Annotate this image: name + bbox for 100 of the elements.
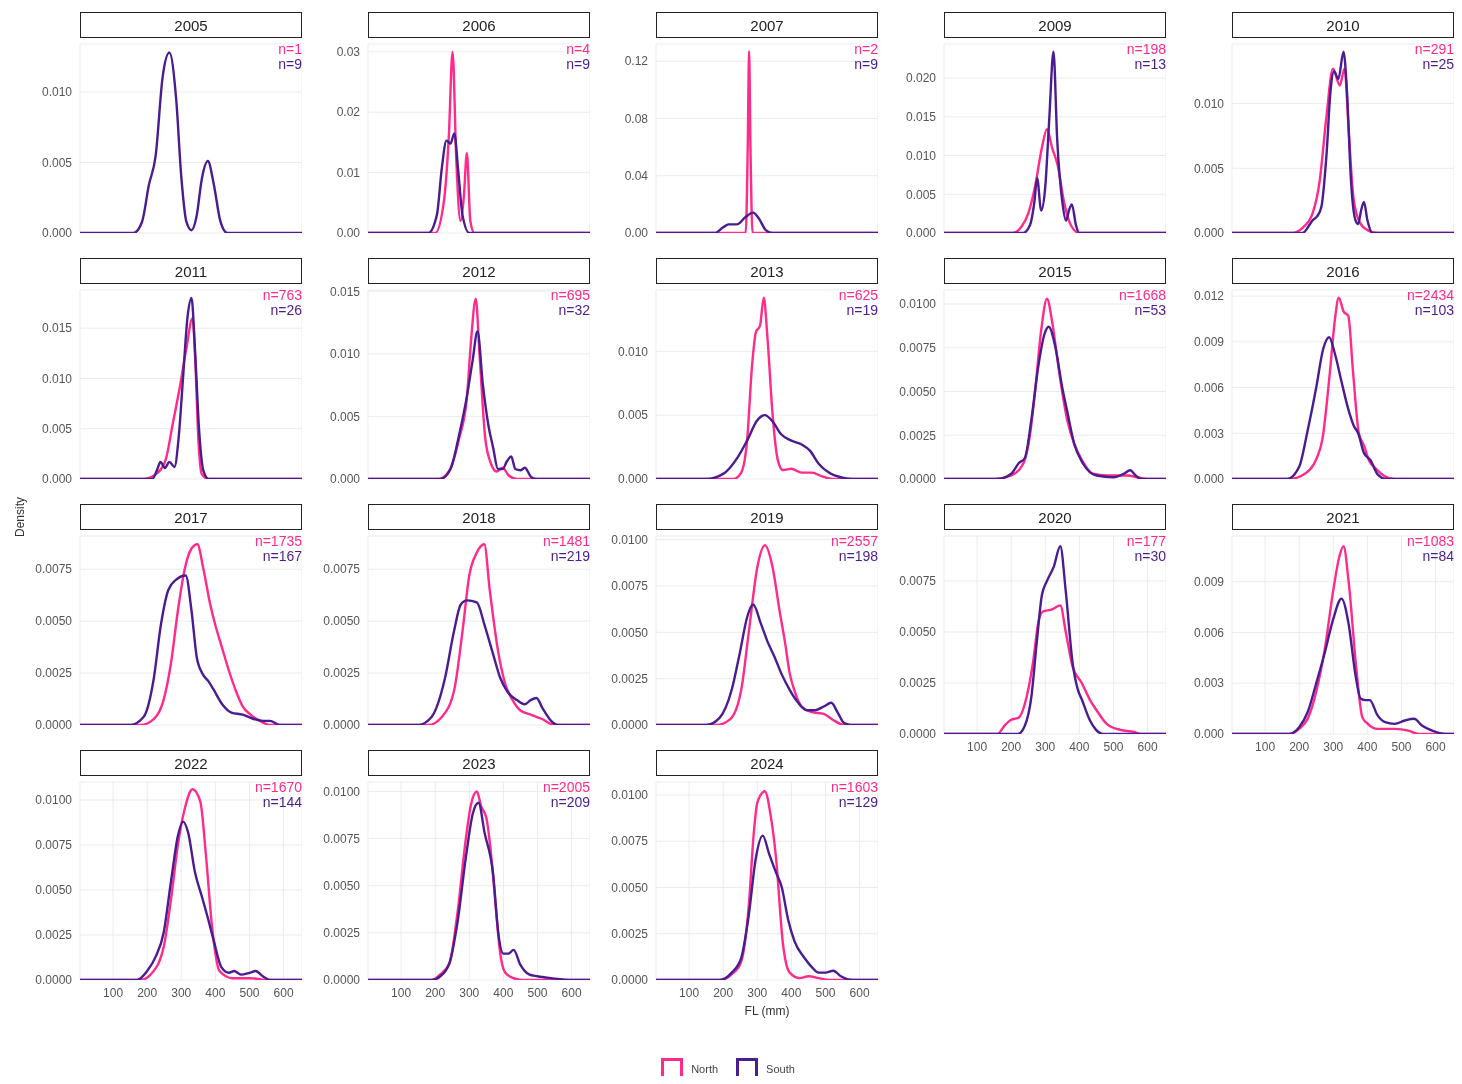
- y-tick-label: 0.010: [1193, 96, 1225, 111]
- y-tick-label: 0.000: [1193, 727, 1225, 742]
- chart-title: 2007: [656, 12, 878, 38]
- chart-title: 2011: [80, 258, 302, 284]
- y-tick-label: 0.015: [905, 110, 937, 125]
- annotation: n=1668: [1118, 287, 1166, 303]
- chart-title: 2022: [80, 750, 302, 776]
- y-tick-label: 0.000: [617, 472, 649, 487]
- x-tick-label: 300: [1035, 739, 1056, 754]
- chart-title: 2016: [1232, 258, 1454, 284]
- annotation: n=2434: [1406, 287, 1454, 303]
- chart-title: 2013: [656, 258, 878, 284]
- y-tick-label: 0.00: [624, 226, 649, 241]
- x-tick-label: 100: [967, 739, 988, 754]
- x-tick-label: 300: [459, 985, 480, 1000]
- annotation: n=1083: [1406, 533, 1454, 549]
- y-tick-label: 0.0000: [899, 472, 937, 487]
- y-tick-label: 0.0100: [611, 788, 649, 803]
- y-tick-label: 0.000: [1193, 472, 1225, 487]
- y-tick-label: 0.0050: [35, 883, 73, 898]
- y-tick-label: 0.009: [1193, 574, 1225, 589]
- chart-title: 2010: [1232, 12, 1454, 38]
- y-tick-label: 0.0050: [899, 625, 937, 640]
- chart-title: 2015: [944, 258, 1166, 284]
- annotation: n=1: [278, 41, 302, 57]
- annotation: n=625: [838, 287, 878, 303]
- y-tick-label: 0.0100: [899, 297, 937, 312]
- x-tick-label: 200: [1289, 739, 1310, 754]
- annotation: n=695: [550, 287, 590, 303]
- annotation: n=1735: [254, 533, 302, 549]
- y-tick-label: 0.0000: [323, 718, 361, 733]
- y-tick-label: 0.00: [336, 226, 361, 241]
- x-tick-label: 600: [561, 985, 582, 1000]
- y-tick-label: 0.0075: [35, 562, 73, 577]
- y-tick-label: 0.04: [624, 168, 649, 183]
- y-tick-label: 0.0000: [35, 718, 73, 733]
- y-tick-label: 0.0025: [323, 926, 361, 941]
- annotation: n=763: [262, 287, 302, 303]
- y-tick-label: 0.000: [905, 226, 937, 241]
- annotation: n=2: [854, 41, 878, 57]
- y-tick-label: 0.0050: [611, 625, 649, 640]
- y-tick-label: 0.0025: [611, 927, 649, 941]
- annotation: n=19: [845, 302, 878, 318]
- x-tick-label: 500: [527, 985, 548, 1000]
- y-tick-label: 0.010: [617, 344, 649, 359]
- x-tick-label: 400: [205, 985, 226, 1000]
- y-tick-label: 0.01: [336, 165, 361, 180]
- x-tick-label: 200: [137, 985, 158, 1000]
- annotation: n=32: [557, 302, 590, 318]
- y-tick-label: 0.005: [617, 408, 649, 423]
- x-tick-label: 600: [849, 985, 870, 1000]
- annotation: n=198: [1126, 41, 1166, 57]
- annotation: n=167: [261, 548, 302, 564]
- y-tick-label: 0.12: [624, 54, 649, 69]
- y-tick-label: 0.010: [329, 347, 361, 362]
- y-tick-label: 0.0000: [323, 973, 361, 988]
- chart-title: 2021: [1232, 504, 1454, 530]
- y-tick-label: 0.0025: [35, 928, 73, 943]
- y-tick-label: 0.0075: [899, 341, 937, 356]
- chart-title: 2005: [80, 12, 302, 38]
- annotation: n=219: [549, 548, 590, 564]
- x-tick-label: 500: [1103, 739, 1124, 754]
- y-tick-label: 0.0075: [899, 574, 937, 589]
- annotation: n=144: [261, 794, 302, 810]
- x-tick-label: 600: [1425, 739, 1446, 754]
- y-tick-label: 0.0025: [611, 671, 649, 686]
- y-tick-label: 0.0000: [611, 973, 649, 988]
- y-tick-label: 0.08: [624, 111, 649, 126]
- y-tick-label: 0.0050: [35, 614, 73, 629]
- chart-title: 2009: [944, 12, 1166, 38]
- x-tick-label: 400: [1069, 739, 1090, 754]
- y-tick-label: 0.006: [1193, 625, 1225, 640]
- y-tick-label: 0.0075: [323, 562, 361, 577]
- y-tick-label: 0.0100: [611, 532, 649, 547]
- y-tick-label: 0.0050: [323, 878, 361, 893]
- y-tick-label: 0.0100: [35, 793, 73, 808]
- y-tick-label: 0.009: [1193, 335, 1225, 350]
- x-tick-label: 500: [815, 985, 836, 1000]
- y-axis-title: Density: [13, 496, 27, 539]
- y-tick-label: 0.000: [329, 472, 361, 487]
- y-tick-label: 0.005: [905, 187, 937, 202]
- x-tick-label: 200: [713, 985, 734, 1000]
- annotation: n=2005: [542, 779, 590, 795]
- chart-title: 2019: [656, 504, 878, 530]
- x-tick-label: 100: [679, 985, 700, 1000]
- annotation: n=1481: [542, 533, 590, 549]
- y-tick-label: 0.02: [336, 105, 361, 120]
- y-tick-label: 0.0100: [323, 784, 361, 799]
- x-tick-label: 500: [1391, 739, 1412, 754]
- chart-title: 2024: [656, 750, 878, 776]
- y-tick-label: 0.0000: [611, 718, 649, 733]
- x-tick-label: 400: [1357, 739, 1378, 754]
- y-tick-label: 0.005: [41, 155, 73, 170]
- x-tick-label: 600: [1137, 739, 1158, 754]
- x-tick-label: 200: [1001, 739, 1022, 754]
- annotation: n=9: [278, 56, 302, 72]
- x-tick-label: 200: [425, 985, 446, 1000]
- chart-title: 2023: [368, 750, 590, 776]
- annotation: n=13: [1133, 56, 1166, 72]
- annotation: n=1670: [254, 779, 302, 795]
